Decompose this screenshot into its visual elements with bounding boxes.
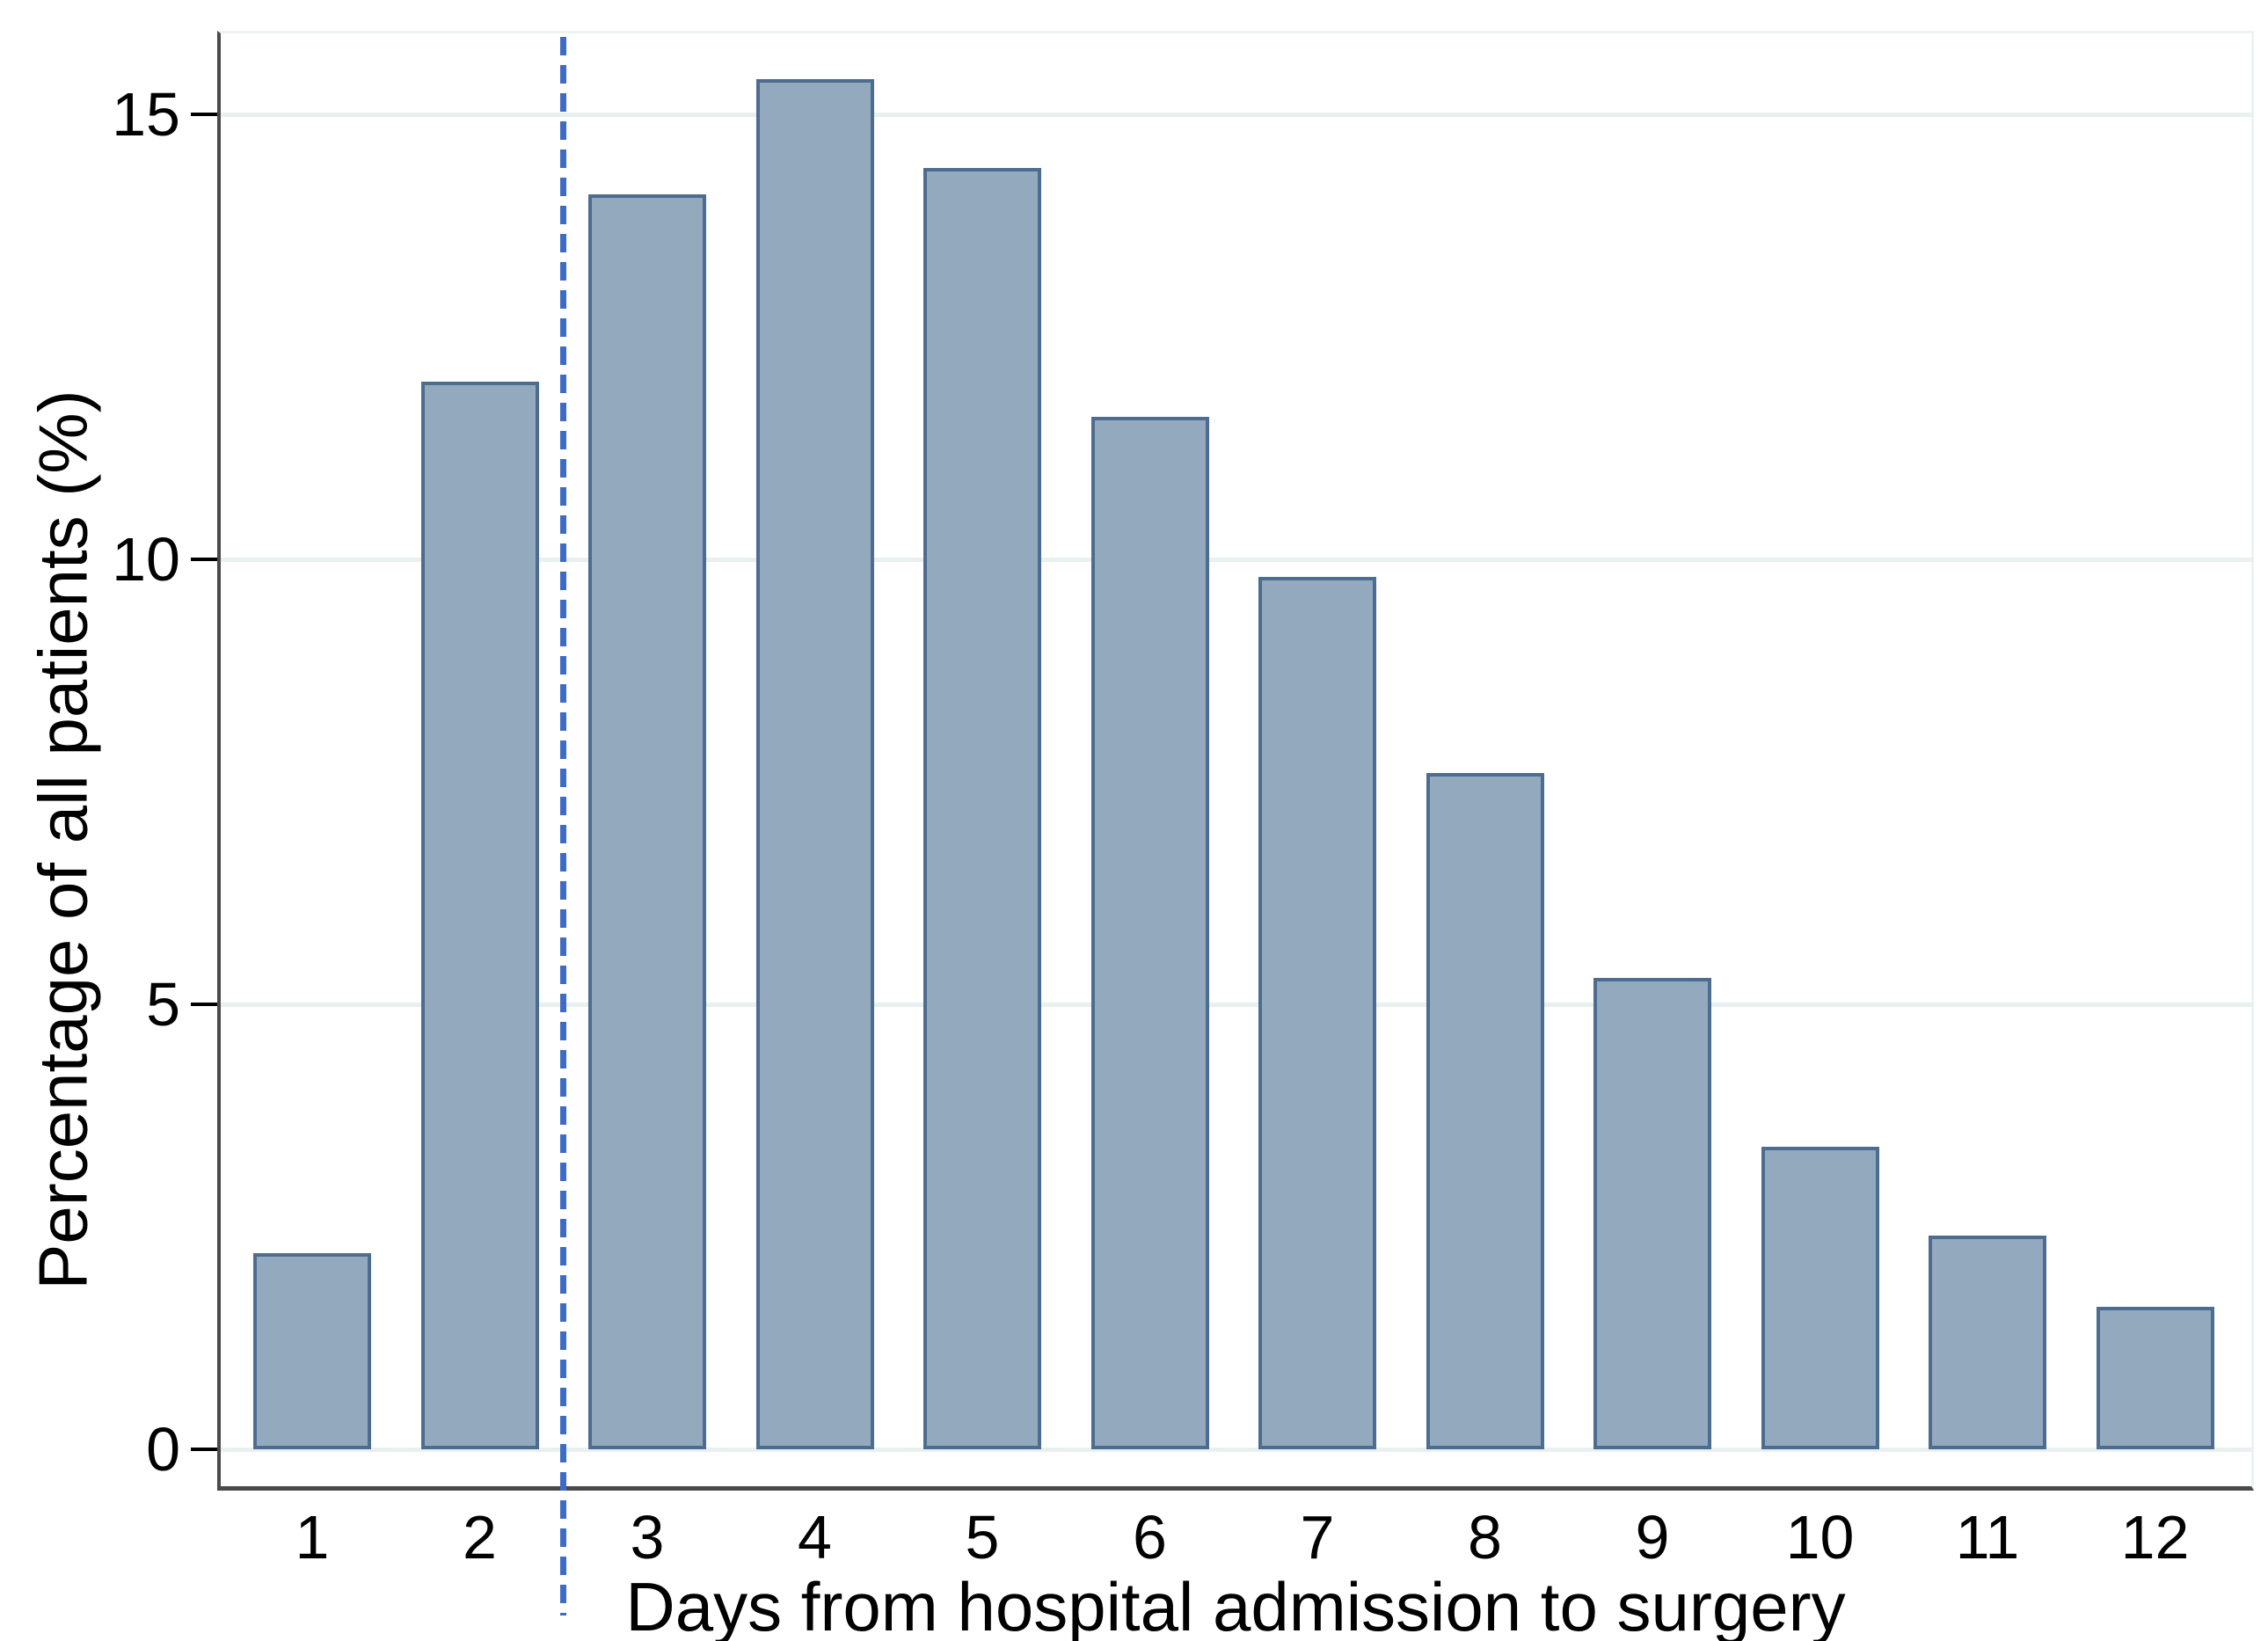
y-tick-15 xyxy=(191,113,217,116)
y-tick-10 xyxy=(191,558,217,561)
gridline-10 xyxy=(221,558,2254,562)
y-tick-5 xyxy=(191,1003,217,1006)
plot-area xyxy=(217,31,2254,1491)
bar-day-11 xyxy=(1929,1236,2046,1449)
y-tick-label-0: 0 xyxy=(146,1415,180,1484)
bar-day-4 xyxy=(755,79,874,1449)
y-tick-label-15: 15 xyxy=(112,80,180,149)
bar-day-1 xyxy=(253,1253,371,1449)
gridline-15 xyxy=(221,113,2254,117)
y-axis-title: Percentage of all patients (%) xyxy=(24,390,102,1290)
gridline-5 xyxy=(221,1003,2254,1007)
bar-day-6 xyxy=(1090,417,1209,1449)
y-tick-label-5: 5 xyxy=(146,970,180,1039)
x-tick-label-9: 9 xyxy=(1635,1503,1670,1572)
bar-day-9 xyxy=(1593,978,1711,1449)
x-tick-label-3: 3 xyxy=(630,1503,665,1572)
x-tick-label-2: 2 xyxy=(463,1503,497,1572)
x-tick-label-8: 8 xyxy=(1468,1503,1502,1572)
y-tick-label-10: 10 xyxy=(112,525,180,594)
reference-line xyxy=(560,37,567,1615)
x-tick-label-6: 6 xyxy=(1133,1503,1167,1572)
x-tick-label-5: 5 xyxy=(965,1503,1000,1572)
bar-day-12 xyxy=(2096,1307,2214,1449)
bar-day-2 xyxy=(420,382,539,1449)
x-tick-label-4: 4 xyxy=(798,1503,832,1572)
x-tick-label-7: 7 xyxy=(1300,1503,1335,1572)
x-tick-label-10: 10 xyxy=(1785,1503,1855,1572)
x-axis-title: Days from hospital admission to surgery xyxy=(625,1568,1846,1641)
bar-day-3 xyxy=(588,194,706,1449)
y-tick-0 xyxy=(191,1448,217,1451)
gridline-0 xyxy=(221,1448,2254,1452)
bar-day-10 xyxy=(1761,1147,1879,1449)
bar-day-8 xyxy=(1426,773,1544,1449)
x-tick-label-11: 11 xyxy=(1955,1503,2020,1572)
bar-day-7 xyxy=(1258,577,1376,1449)
x-tick-label-1: 1 xyxy=(295,1503,330,1572)
bar-day-5 xyxy=(923,168,1041,1449)
x-tick-label-12: 12 xyxy=(2120,1503,2190,1572)
